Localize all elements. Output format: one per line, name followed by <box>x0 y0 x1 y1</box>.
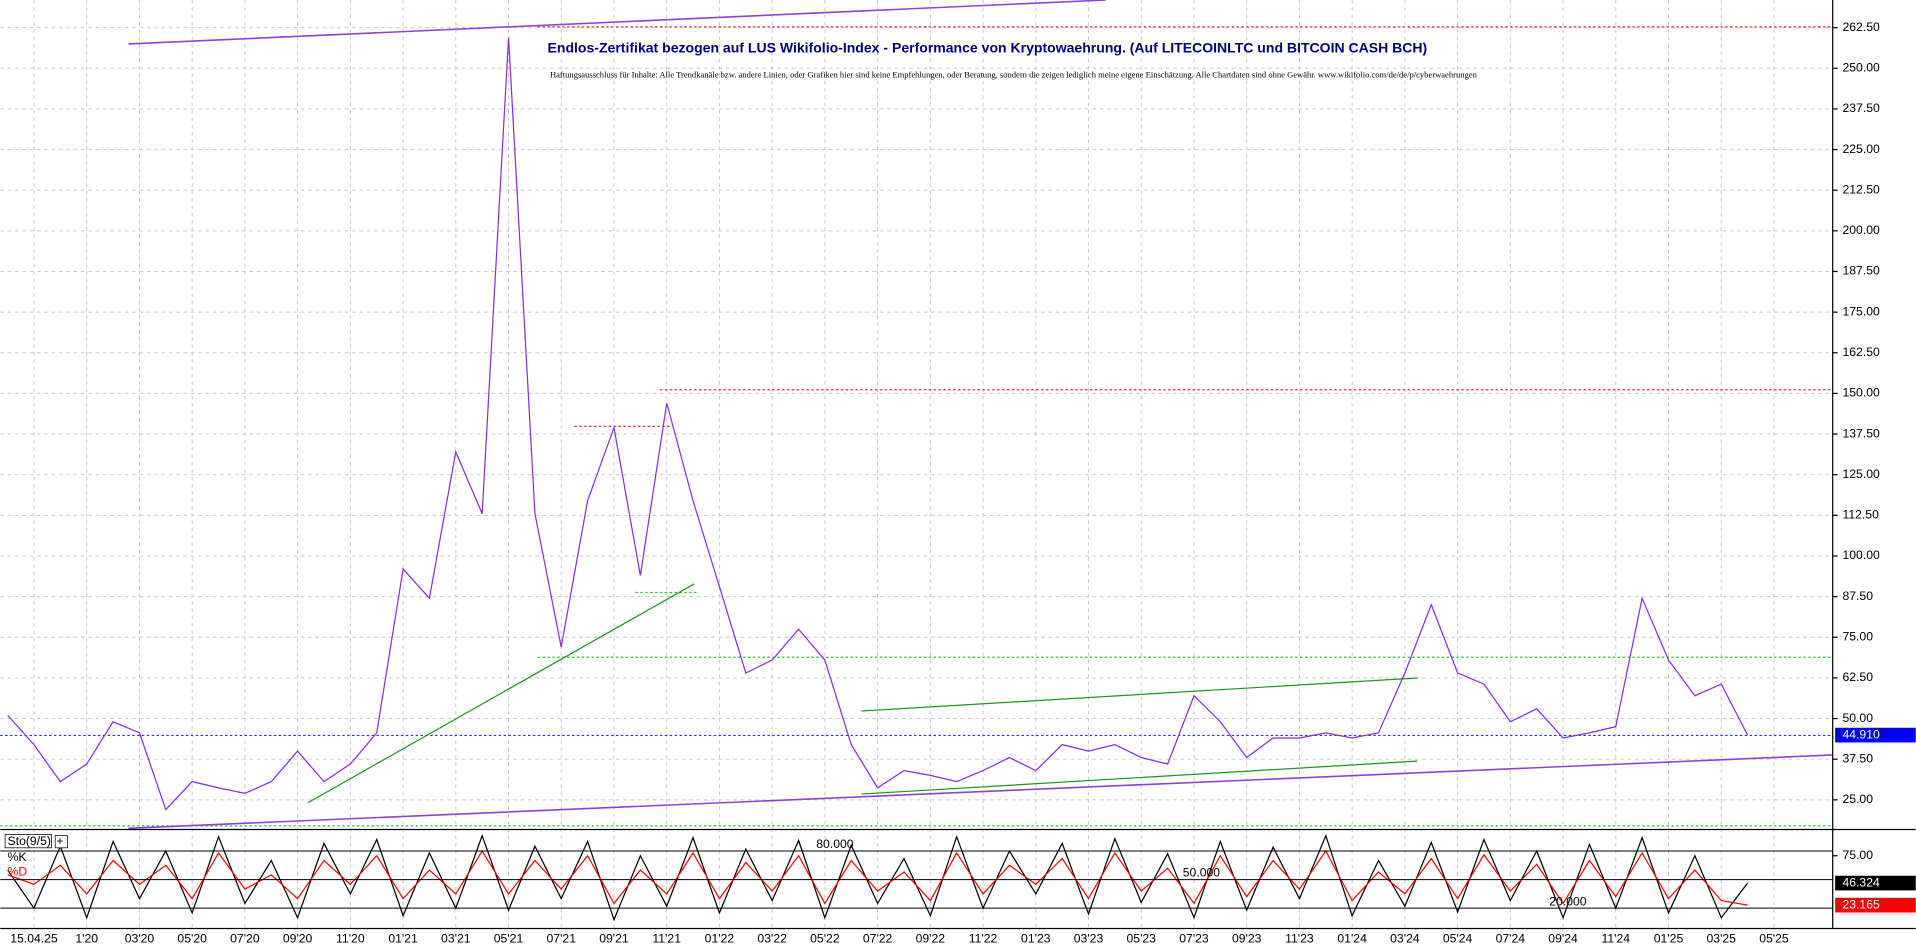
x-tick-label: 09'21 <box>599 932 629 946</box>
y-tick-label: 25.00 <box>1842 792 1873 806</box>
y-tick-label: 162.50 <box>1842 345 1880 359</box>
x-tick-label: 03'20 <box>125 932 155 946</box>
y-tick-label: 212.50 <box>1842 182 1880 196</box>
trend-line <box>307 583 695 804</box>
x-tick-label: 03'21 <box>441 932 471 946</box>
expand-button[interactable] <box>54 835 68 849</box>
x-tick-label: 01'25 <box>1654 932 1684 946</box>
chart-title: Endlos-Zertifikat bezogen auf LUS Wikifo… <box>548 40 1428 56</box>
current-value-label: 44.910 <box>1842 727 1880 741</box>
x-tick-label: 11'23 <box>1285 932 1314 946</box>
series-line <box>7 833 1749 922</box>
x-tick-label: 01'22 <box>705 932 735 946</box>
current-value-label: 46.324 <box>1842 875 1880 889</box>
annotations <box>0 0 1833 830</box>
legend-entry: %K <box>8 850 27 864</box>
y-tick-label: 137.50 <box>1842 426 1880 440</box>
x-tick-label: 05'25 <box>1759 932 1789 946</box>
x-tick-label: 11'21 <box>652 932 681 946</box>
y-tick-label: 225.00 <box>1842 142 1880 156</box>
x-tick-label: 05'23 <box>1127 932 1157 946</box>
x-tick-label: 07'21 <box>547 932 577 946</box>
y-tick-label: 62.50 <box>1842 670 1873 684</box>
y-tick-label: 200.00 <box>1842 223 1880 237</box>
y-tick-label: 50.00 <box>1842 711 1873 725</box>
y-tick-label: 187.50 <box>1842 264 1880 278</box>
y-tick-label: 175.00 <box>1842 304 1880 318</box>
y-tick-label: 112.50 <box>1842 508 1879 522</box>
y-tick-label: 100.00 <box>1842 548 1880 562</box>
x-tick-label: 05'20 <box>177 932 207 946</box>
indicator-box <box>4 834 52 849</box>
current-value-box <box>1835 875 1916 891</box>
x-tick-label: 01'21 <box>388 932 418 946</box>
y-tick-label: 237.50 <box>1842 101 1880 115</box>
x-tick-label: 11'22 <box>969 932 998 946</box>
trend-line <box>861 677 1418 712</box>
level-label: 50.000 <box>1183 866 1221 880</box>
x-tick-label: 03'25 <box>1706 932 1736 946</box>
x-tick-label: 07'20 <box>230 932 260 946</box>
y-tick-label: 87.50 <box>1842 589 1873 603</box>
x-tick-label: 05'21 <box>494 932 524 946</box>
trend-line <box>128 754 1833 830</box>
x-tick-label: 09'20 <box>283 932 313 946</box>
expand-icon: + <box>56 834 63 848</box>
indicator-title: Sto(9/5) <box>8 834 51 848</box>
y-tick-label: 37.50 <box>1842 751 1873 765</box>
y-tick-label: 125.00 <box>1842 467 1880 481</box>
y-tick-label: 150.00 <box>1842 386 1880 400</box>
x-tick-label: 03'23 <box>1074 932 1104 946</box>
y-tick-label: 262.50 <box>1842 20 1880 34</box>
level-label: 20.000 <box>1549 894 1587 908</box>
chart-subtitle: Haftungsausschluss für Inhalte: Alle Tre… <box>550 70 1478 80</box>
x-tick-label: 03'22 <box>757 932 787 946</box>
y-tick-label: 250.00 <box>1842 60 1880 74</box>
x-tick-label: 15.04.25 <box>10 932 58 946</box>
y-tick-label: 75.00 <box>1842 629 1873 643</box>
x-tick-label: 07'23 <box>1179 932 1209 946</box>
x-tick-label: 01'24 <box>1337 932 1367 946</box>
trend-line <box>861 760 1418 795</box>
level-label: 80.000 <box>816 837 854 851</box>
current-value-box <box>1835 897 1916 913</box>
x-tick-label: 11'20 <box>336 932 365 946</box>
x-tick-label: 09'23 <box>1232 932 1262 946</box>
x-tick-label: 1'20 <box>75 932 98 946</box>
marks <box>7 37 1749 922</box>
x-tick-label: 09'24 <box>1548 932 1578 946</box>
x-tick-label: 05'24 <box>1443 932 1473 946</box>
x-tick-label: 09'22 <box>916 932 946 946</box>
y-tick-label: 75.00 <box>1842 848 1873 862</box>
x-tick-label: 01'23 <box>1021 932 1051 946</box>
x-tick-label: 07'24 <box>1496 932 1526 946</box>
grid <box>0 0 1833 929</box>
trend-line <box>128 0 1106 45</box>
x-tick-label: 11'24 <box>1601 932 1630 946</box>
current-value-label: 23.165 <box>1842 897 1880 911</box>
x-tick-label: 05'22 <box>810 932 840 946</box>
series-line <box>7 849 1748 906</box>
x-tick-label: 07'22 <box>863 932 893 946</box>
current-value-box <box>1835 727 1916 743</box>
series-line <box>7 37 1749 811</box>
x-tick-label: 03'24 <box>1390 932 1420 946</box>
legend-entry: %D <box>8 864 28 878</box>
